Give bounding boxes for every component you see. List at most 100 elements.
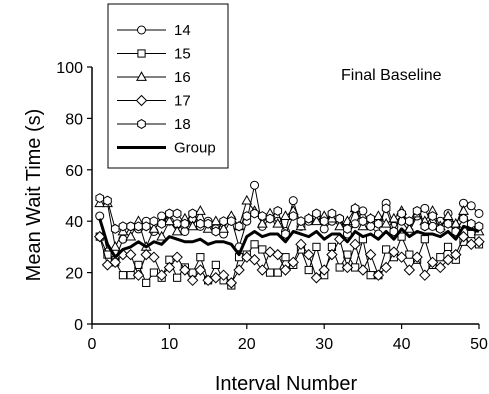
legend-item: 16: [117, 69, 191, 86]
y-tick-label: 60: [65, 163, 83, 180]
legend-label: 14: [174, 22, 191, 39]
data-point: [372, 269, 385, 281]
data-point: [258, 245, 267, 254]
data-point: [163, 215, 175, 226]
legend-item: Group: [117, 140, 216, 157]
data-point: [304, 265, 313, 275]
data-point: [412, 205, 422, 216]
legend: 14 15 16 17 18 Group: [107, 3, 229, 169]
data-point: [173, 273, 182, 282]
axes: [91, 67, 479, 325]
data-point: [256, 217, 268, 228]
data-point: [194, 264, 207, 276]
data-point: [272, 248, 284, 261]
data-point: [194, 205, 206, 215]
data-point: [397, 232, 406, 241]
data-point: [405, 250, 414, 259]
data-point: [264, 246, 276, 258]
y-tick-label: 20: [65, 266, 83, 283]
data-point: [403, 223, 415, 233]
data-point: [303, 248, 315, 261]
data-point: [256, 264, 268, 276]
data-point: [103, 195, 112, 206]
y-tick-label: 0: [74, 317, 83, 334]
data-point: [142, 278, 151, 287]
data-point: [125, 230, 137, 241]
data-point: [196, 253, 205, 262]
data-point: [318, 264, 330, 276]
data-point: [241, 194, 253, 205]
data-point: [295, 238, 307, 251]
data-point: [395, 251, 408, 263]
data-point: [349, 238, 361, 251]
data-point: [296, 216, 306, 227]
data-point: [428, 211, 437, 222]
legend-label: 16: [174, 69, 191, 86]
data-point: [124, 248, 137, 261]
data-point: [155, 269, 168, 281]
y-tick-label: 40: [65, 214, 83, 231]
data-point: [350, 203, 360, 214]
data-point: [334, 220, 346, 231]
data-point: [126, 221, 136, 232]
data-point: [94, 230, 106, 243]
legend-swatch-marker: [137, 25, 146, 35]
series-line-Group: [98, 218, 480, 259]
data-point: [350, 219, 360, 229]
data-point: [179, 264, 191, 276]
data-point: [311, 215, 322, 226]
data-point: [280, 210, 291, 220]
data-point: [434, 261, 447, 274]
y-tick-label: 100: [56, 60, 83, 77]
data-point: [132, 269, 145, 281]
data-point: [156, 230, 168, 241]
data-point: [281, 229, 290, 240]
data-point: [273, 205, 283, 216]
data-point: [134, 221, 143, 232]
data-point: [148, 223, 160, 233]
data-point: [187, 220, 199, 231]
data-point: [171, 225, 183, 236]
data-point: [186, 274, 199, 287]
data-point: [341, 261, 354, 274]
data-point: [326, 248, 338, 261]
data-point: [219, 216, 228, 227]
data-point: [225, 277, 238, 289]
data-point: [95, 193, 105, 204]
data-point: [397, 208, 406, 219]
data-point: [242, 211, 252, 222]
x-tick-label: 10: [161, 336, 179, 353]
chart-annotation: Final Baseline: [341, 67, 442, 84]
data-point: [188, 208, 197, 219]
data-point: [218, 223, 230, 233]
legend-box: [107, 3, 229, 169]
data-point: [358, 206, 368, 216]
data-point: [210, 215, 222, 226]
data-point: [273, 268, 282, 277]
data-point: [382, 245, 391, 254]
x-ticks: 0 10 20 30 40 50: [88, 324, 488, 353]
data-point: [459, 213, 468, 224]
series-Group: [98, 218, 480, 259]
legend-swatch-marker: [135, 94, 148, 107]
data-point: [436, 253, 445, 262]
data-point: [148, 251, 160, 263]
data-point: [248, 254, 261, 266]
data-point: [234, 221, 244, 232]
data-point: [389, 226, 399, 237]
x-tick-label: 0: [88, 336, 97, 353]
data-point: [180, 218, 190, 229]
data-point: [287, 256, 299, 269]
data-point: [171, 251, 183, 263]
data-point: [443, 242, 453, 252]
data-point: [411, 251, 423, 263]
data-point: [319, 216, 329, 227]
data-point: [217, 269, 230, 281]
data-point: [272, 217, 284, 228]
legend-swatch-marker: [137, 49, 146, 58]
data-point: [141, 221, 151, 232]
data-point: [265, 268, 275, 277]
data-point: [149, 268, 159, 277]
data-point: [281, 253, 290, 262]
data-point: [405, 216, 414, 227]
